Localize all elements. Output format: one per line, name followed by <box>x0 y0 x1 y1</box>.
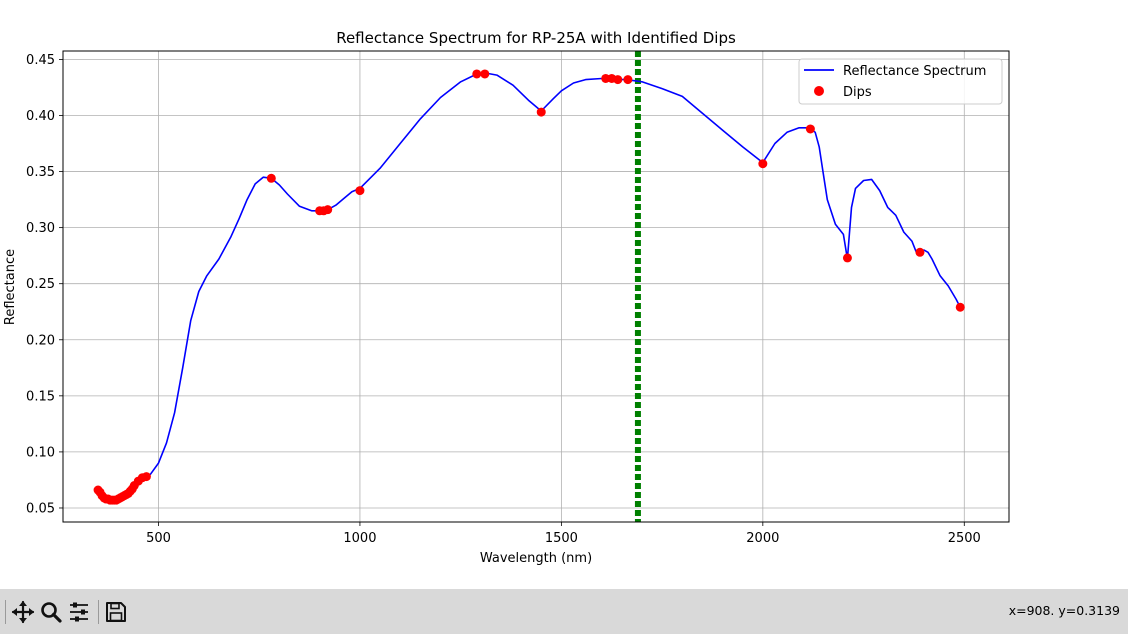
y-tick-label: 0.25 <box>26 277 55 292</box>
pan-button[interactable] <box>9 597 37 627</box>
save-icon <box>106 601 126 622</box>
legend: Reflectance Spectrum Dips <box>798 58 1003 105</box>
x-tick-label: 2500 <box>948 531 981 546</box>
spectrum-line <box>97 72 961 501</box>
configure-subplots-button[interactable] <box>65 597 93 627</box>
navigation-toolbar: x=908. y=0.3139 <box>0 589 1128 634</box>
toolbar-separator <box>98 599 99 624</box>
dip-point <box>955 302 965 312</box>
zoom-icon <box>41 601 62 623</box>
y-tick-label: 0.35 <box>26 165 55 180</box>
legend-spectrum-label: Reflectance Spectrum <box>843 64 986 79</box>
dip-point <box>536 107 546 117</box>
y-tick-label: 0.45 <box>26 53 55 68</box>
tick-layer: 500 1000 1500 2000 2500 0.05 0.10 0.15 0.20 0.25 0… <box>26 53 981 546</box>
dip-point <box>623 75 633 85</box>
x-tick-label: 2000 <box>746 531 779 546</box>
y-tick-label: 0.15 <box>26 389 55 404</box>
dip-point <box>472 69 482 79</box>
dip-point <box>323 205 333 215</box>
dip-point <box>141 472 151 482</box>
zoom-button[interactable] <box>37 597 65 627</box>
dip-point <box>480 69 490 79</box>
legend-dips-swatch <box>814 86 824 96</box>
legend-dips-label: Dips <box>843 85 872 100</box>
chart-title: Reflectance Spectrum for RP-25A with Ide… <box>336 29 736 47</box>
dip-point <box>915 247 925 257</box>
grid-lines <box>63 51 1009 522</box>
y-tick-label: 0.40 <box>26 109 55 124</box>
dip-point <box>805 124 815 134</box>
x-tick-label: 1500 <box>545 531 578 546</box>
dip-point <box>266 173 276 183</box>
x-tick-label: 1000 <box>343 531 376 546</box>
chart-figure: 500 1000 1500 2000 2500 0.05 0.10 0.15 0.20 0.25 0… <box>3 29 1010 566</box>
y-tick-label: 0.10 <box>26 445 55 460</box>
dip-point <box>842 253 852 263</box>
x-tick-label: 500 <box>146 531 171 546</box>
spectrum-layer <box>97 72 961 501</box>
y-tick-label: 0.30 <box>26 221 55 236</box>
pan-icon <box>11 600 35 623</box>
y-tick-label: 0.20 <box>26 333 55 348</box>
dip-point <box>758 159 768 169</box>
dip-point <box>613 75 623 85</box>
y-axis-label: Reflectance <box>3 249 18 325</box>
x-axis-label: Wavelength (nm) <box>480 551 592 566</box>
coordinate-readout: x=908. y=0.3139 <box>1008 603 1120 618</box>
configure-subplots-icon <box>70 602 88 621</box>
y-tick-label: 0.05 <box>26 501 55 516</box>
dip-point <box>355 186 365 196</box>
plot-frame <box>62 50 1010 523</box>
toolbar-separator <box>5 599 6 624</box>
dips-layer <box>93 69 965 505</box>
legend-box <box>798 58 1003 105</box>
save-button[interactable] <box>102 597 130 627</box>
